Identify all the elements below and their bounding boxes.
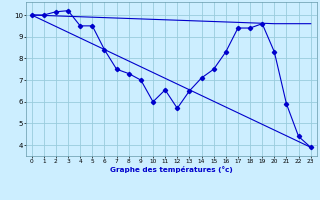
X-axis label: Graphe des températures (°c): Graphe des températures (°c) xyxy=(110,166,233,173)
